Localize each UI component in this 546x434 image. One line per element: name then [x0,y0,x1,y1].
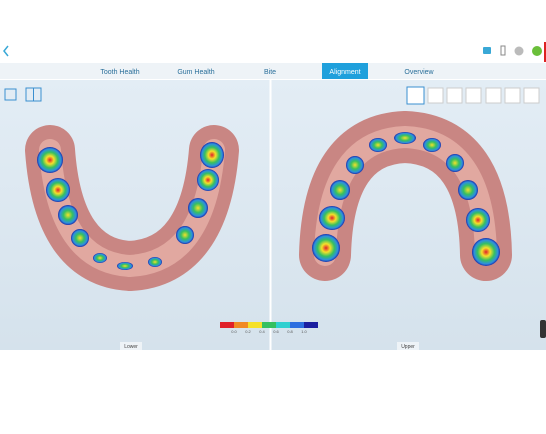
legend-label: 0.2 [245,329,251,334]
lower-arch [25,125,239,292]
tab-bar [0,63,546,79]
tool-button[interactable] [523,87,540,104]
view-toolbar [406,86,540,105]
legend-labels: 0.0 0.2 0.4 0.6 0.8 1.0 [231,329,307,334]
tabs: Tooth Health Gum Health Bite Alignment Overv… [100,63,435,79]
legend-label: 0.8 [287,329,293,334]
legend-label: 0.6 [273,329,279,334]
tab-label[interactable]: Gum Health [177,69,214,76]
tab-label[interactable]: Alignment [329,69,360,76]
color-legend [220,322,318,328]
label-box [397,342,419,350]
tab-label[interactable]: Bite [264,69,276,76]
legend-label: 0.4 [259,329,265,334]
view-label: Lower [124,344,138,350]
label-box [120,342,142,350]
settings-icon[interactable] [514,46,524,56]
edge-marker [544,42,546,62]
side-handle[interactable] [540,320,546,338]
tool-button[interactable] [504,87,521,104]
tool-button[interactable] [465,87,482,104]
legend-label: 1.0 [301,329,307,334]
help-icon[interactable] [532,46,542,56]
camera-icon[interactable] [483,47,491,54]
tool-button[interactable] [406,86,425,105]
tool-button[interactable] [446,87,463,104]
single-view-button[interactable] [4,88,17,101]
device-icon[interactable] [500,45,506,56]
tab-label[interactable]: Overview [404,69,434,76]
tool-button[interactable] [485,87,502,104]
upper-arch [299,110,512,281]
legend-label: 0.0 [231,329,237,334]
view-label: Upper [401,344,415,350]
back-button[interactable] [3,45,9,57]
tab-label[interactable]: Tooth Health [100,69,139,76]
active-tab[interactable] [322,63,368,79]
tool-button[interactable] [427,87,444,104]
